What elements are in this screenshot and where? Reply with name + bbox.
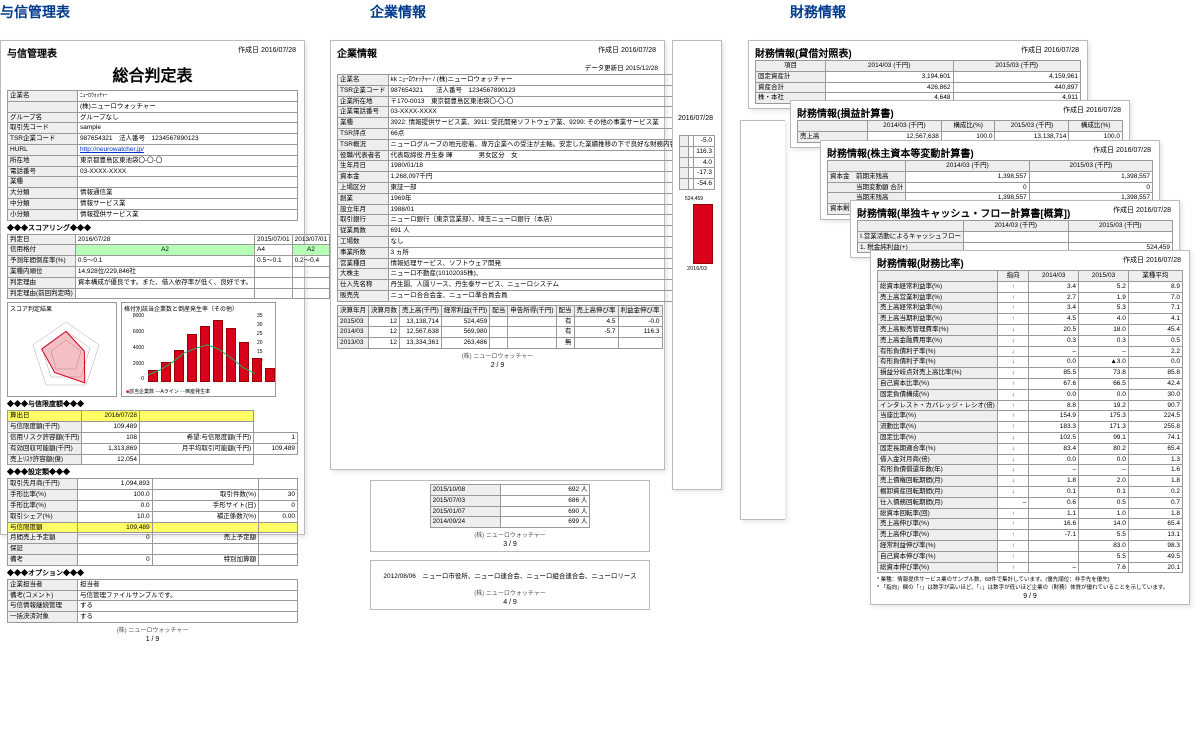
opt-header: ◆◆◆オプション◆◆◆: [7, 568, 298, 578]
company-info-table: 企業名ﾆｭｰﾛｳｫｯﾁｬｰ (株)ニューロウォッチャー グループ名グループなし …: [7, 90, 298, 221]
col3-peek: [740, 120, 785, 520]
radar-svg: [26, 317, 106, 391]
opt-table: 企業担当者担当者備考(コメント)与信管理ファイルサンプルです。与信情報継続管理す…: [7, 579, 298, 623]
side-strip: 2016/07/28 -5.0116.34.0-17.3-54.6 524,45…: [672, 40, 722, 490]
col2-title: 企業情報: [370, 2, 426, 22]
set-table: 取引先月商(千円)1,094,893手形比率(%)100.0取引件数(%)30手…: [7, 478, 298, 565]
corp-title: 企業情報: [337, 49, 377, 60]
credit-page: 1 / 9: [7, 636, 298, 643]
emp-history-table: 2015/10/08692 人2015/07/03686 人2015/01/07…: [430, 484, 591, 528]
radar-chart: スコア判定結果: [7, 302, 117, 397]
credit-main-title: 総合判定表: [7, 62, 298, 86]
ratio-table: 指向2014/032015/03業種平均総資本経常利益率(%)↑3.45.28.…: [877, 270, 1183, 573]
credit-title: 与信管理表: [7, 49, 57, 60]
col1-title: 与信管理表: [0, 2, 70, 22]
corp-sheet-p4: 2012/08/06 ニューロ市役所、ニューロ連合会、ニューロ組合連合会、ニュー…: [370, 560, 650, 610]
corp-fin-table: 決算年月決算月数売上高(千円)経常利益(千円)配当申告所得(千円)配当売上高伸び…: [337, 305, 663, 349]
corp-sheet-p3: 2015/10/08692 人2015/07/03686 人2015/01/07…: [370, 480, 650, 552]
corp-info-table: 企業名kk ﾆｭｰﾛｳｫｯﾁｬｰ / (株)ニューロウォッチャーTSR企業コード…: [337, 74, 718, 302]
limit-table: 算出日2016/07/28与信限度額(千円)109,489信用リスク許容額(千円…: [7, 410, 298, 465]
set-header: ◆◆◆設定類◆◆◆: [7, 467, 298, 477]
bs-table: 項目2014/03 (千円)2015/03 (千円)固定資産計3,194,601…: [755, 60, 1081, 104]
bar-chart: 格付別該当企業数と倒産発生率（その他） 80006000400020000 35…: [121, 302, 276, 397]
side-red-bar: [693, 204, 713, 264]
side-growth-table: -5.0116.34.0-17.3-54.6: [679, 135, 715, 190]
chart-legend: ■該当企業数 —Aライン —倒産発生率: [126, 388, 210, 395]
corp-sheet: 企業情報 作成日 2016/07/28 データ更新日 2015/12/28 企業…: [330, 40, 665, 470]
side-date: 2016/07/28: [678, 115, 713, 122]
cf-table: 2014/03 (千円)2015/03 (千円)Ⅰ.営業活動によるキャッシュフロ…: [857, 220, 1173, 253]
fin-ratio-sheet: 財務情報(財務比率)作成日 2016/07/28 指向2014/032015/0…: [870, 250, 1190, 605]
corp-page: 2 / 9: [337, 362, 658, 369]
company-url-link[interactable]: http://neurowatcher.jp/: [80, 146, 144, 153]
col3-title: 財務情報: [790, 2, 846, 22]
scoring-header: ◆◆◆スコアリング◆◆◆: [7, 223, 298, 233]
credit-sheet: 与信管理表 作成日 2016/07/28 総合判定表 企業名ﾆｭｰﾛｳｫｯﾁｬｰ…: [0, 40, 305, 535]
corp-date: 作成日 2016/07/28: [598, 45, 656, 55]
credit-date: 作成日 2016/07/28: [238, 45, 296, 55]
credit-footer: (株) ニューロウォッチャー: [7, 625, 298, 634]
fin-bs-sheet: 財務情報(貸借対照表)作成日 2016/07/28 項目2014/03 (千円)…: [748, 40, 1088, 109]
corp-footer: (株) ニューロウォッチャー: [337, 351, 658, 360]
limit-header: ◆◆◆与信限度額◆◆◆: [7, 399, 298, 409]
